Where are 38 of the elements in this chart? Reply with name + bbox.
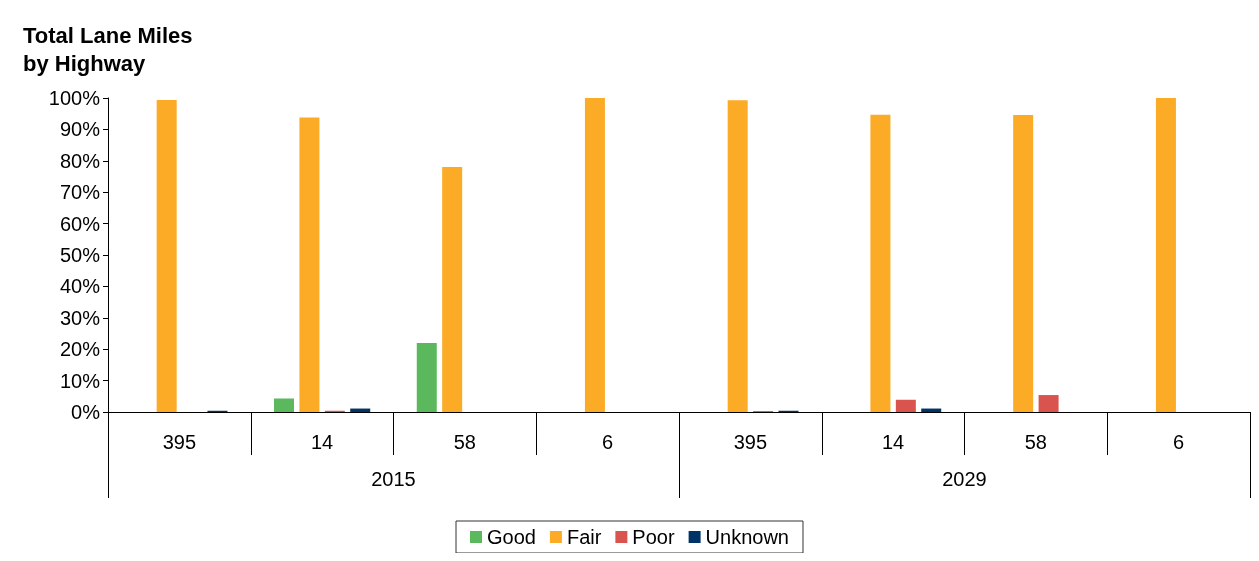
bar	[442, 167, 463, 412]
bar	[299, 117, 320, 412]
y-tick-label: 30%	[59, 306, 101, 329]
y-tick-label: 20%	[59, 338, 101, 361]
legend-label: Good	[487, 526, 536, 548]
bar	[584, 98, 605, 412]
x-tick-label: 6	[602, 431, 614, 453]
bar	[870, 114, 891, 412]
legend-label: Poor	[632, 526, 675, 548]
x-tick-label: 14	[882, 431, 905, 453]
text: 2029	[942, 468, 987, 490]
y-tick-label: 50%	[59, 244, 101, 266]
chart-title: Total Lane Miles by Highway	[23, 22, 193, 76]
bar	[416, 342, 437, 412]
x-tick-label: 395	[162, 431, 197, 453]
text: 2015	[371, 468, 416, 490]
y-tick-label: 40%	[59, 275, 101, 298]
y-tick-label: 80%	[59, 149, 101, 172]
y-tick-label: 10%	[59, 369, 101, 392]
bar	[156, 99, 177, 412]
bar	[274, 398, 295, 412]
y-tick-label: 0%	[71, 401, 101, 423]
bar	[727, 100, 748, 412]
x-tick-label: 58	[453, 431, 476, 453]
y-tick-label: 60%	[59, 212, 101, 235]
bar	[1038, 395, 1059, 412]
bar	[1013, 114, 1034, 412]
legend-label: Unknown	[705, 526, 790, 548]
x-tick-label: 395	[733, 431, 768, 453]
x-tick-label: 58	[1024, 431, 1047, 453]
y-tick-label: 100%	[48, 87, 101, 109]
bar	[1155, 98, 1176, 412]
x-tick-label: 6	[1173, 431, 1185, 453]
x-tick-label: 14	[311, 431, 334, 453]
y-tick-label: 70%	[59, 181, 101, 204]
y-tick-label: 90%	[59, 118, 101, 141]
bar	[895, 399, 916, 412]
legend-label: Fair	[566, 526, 602, 548]
